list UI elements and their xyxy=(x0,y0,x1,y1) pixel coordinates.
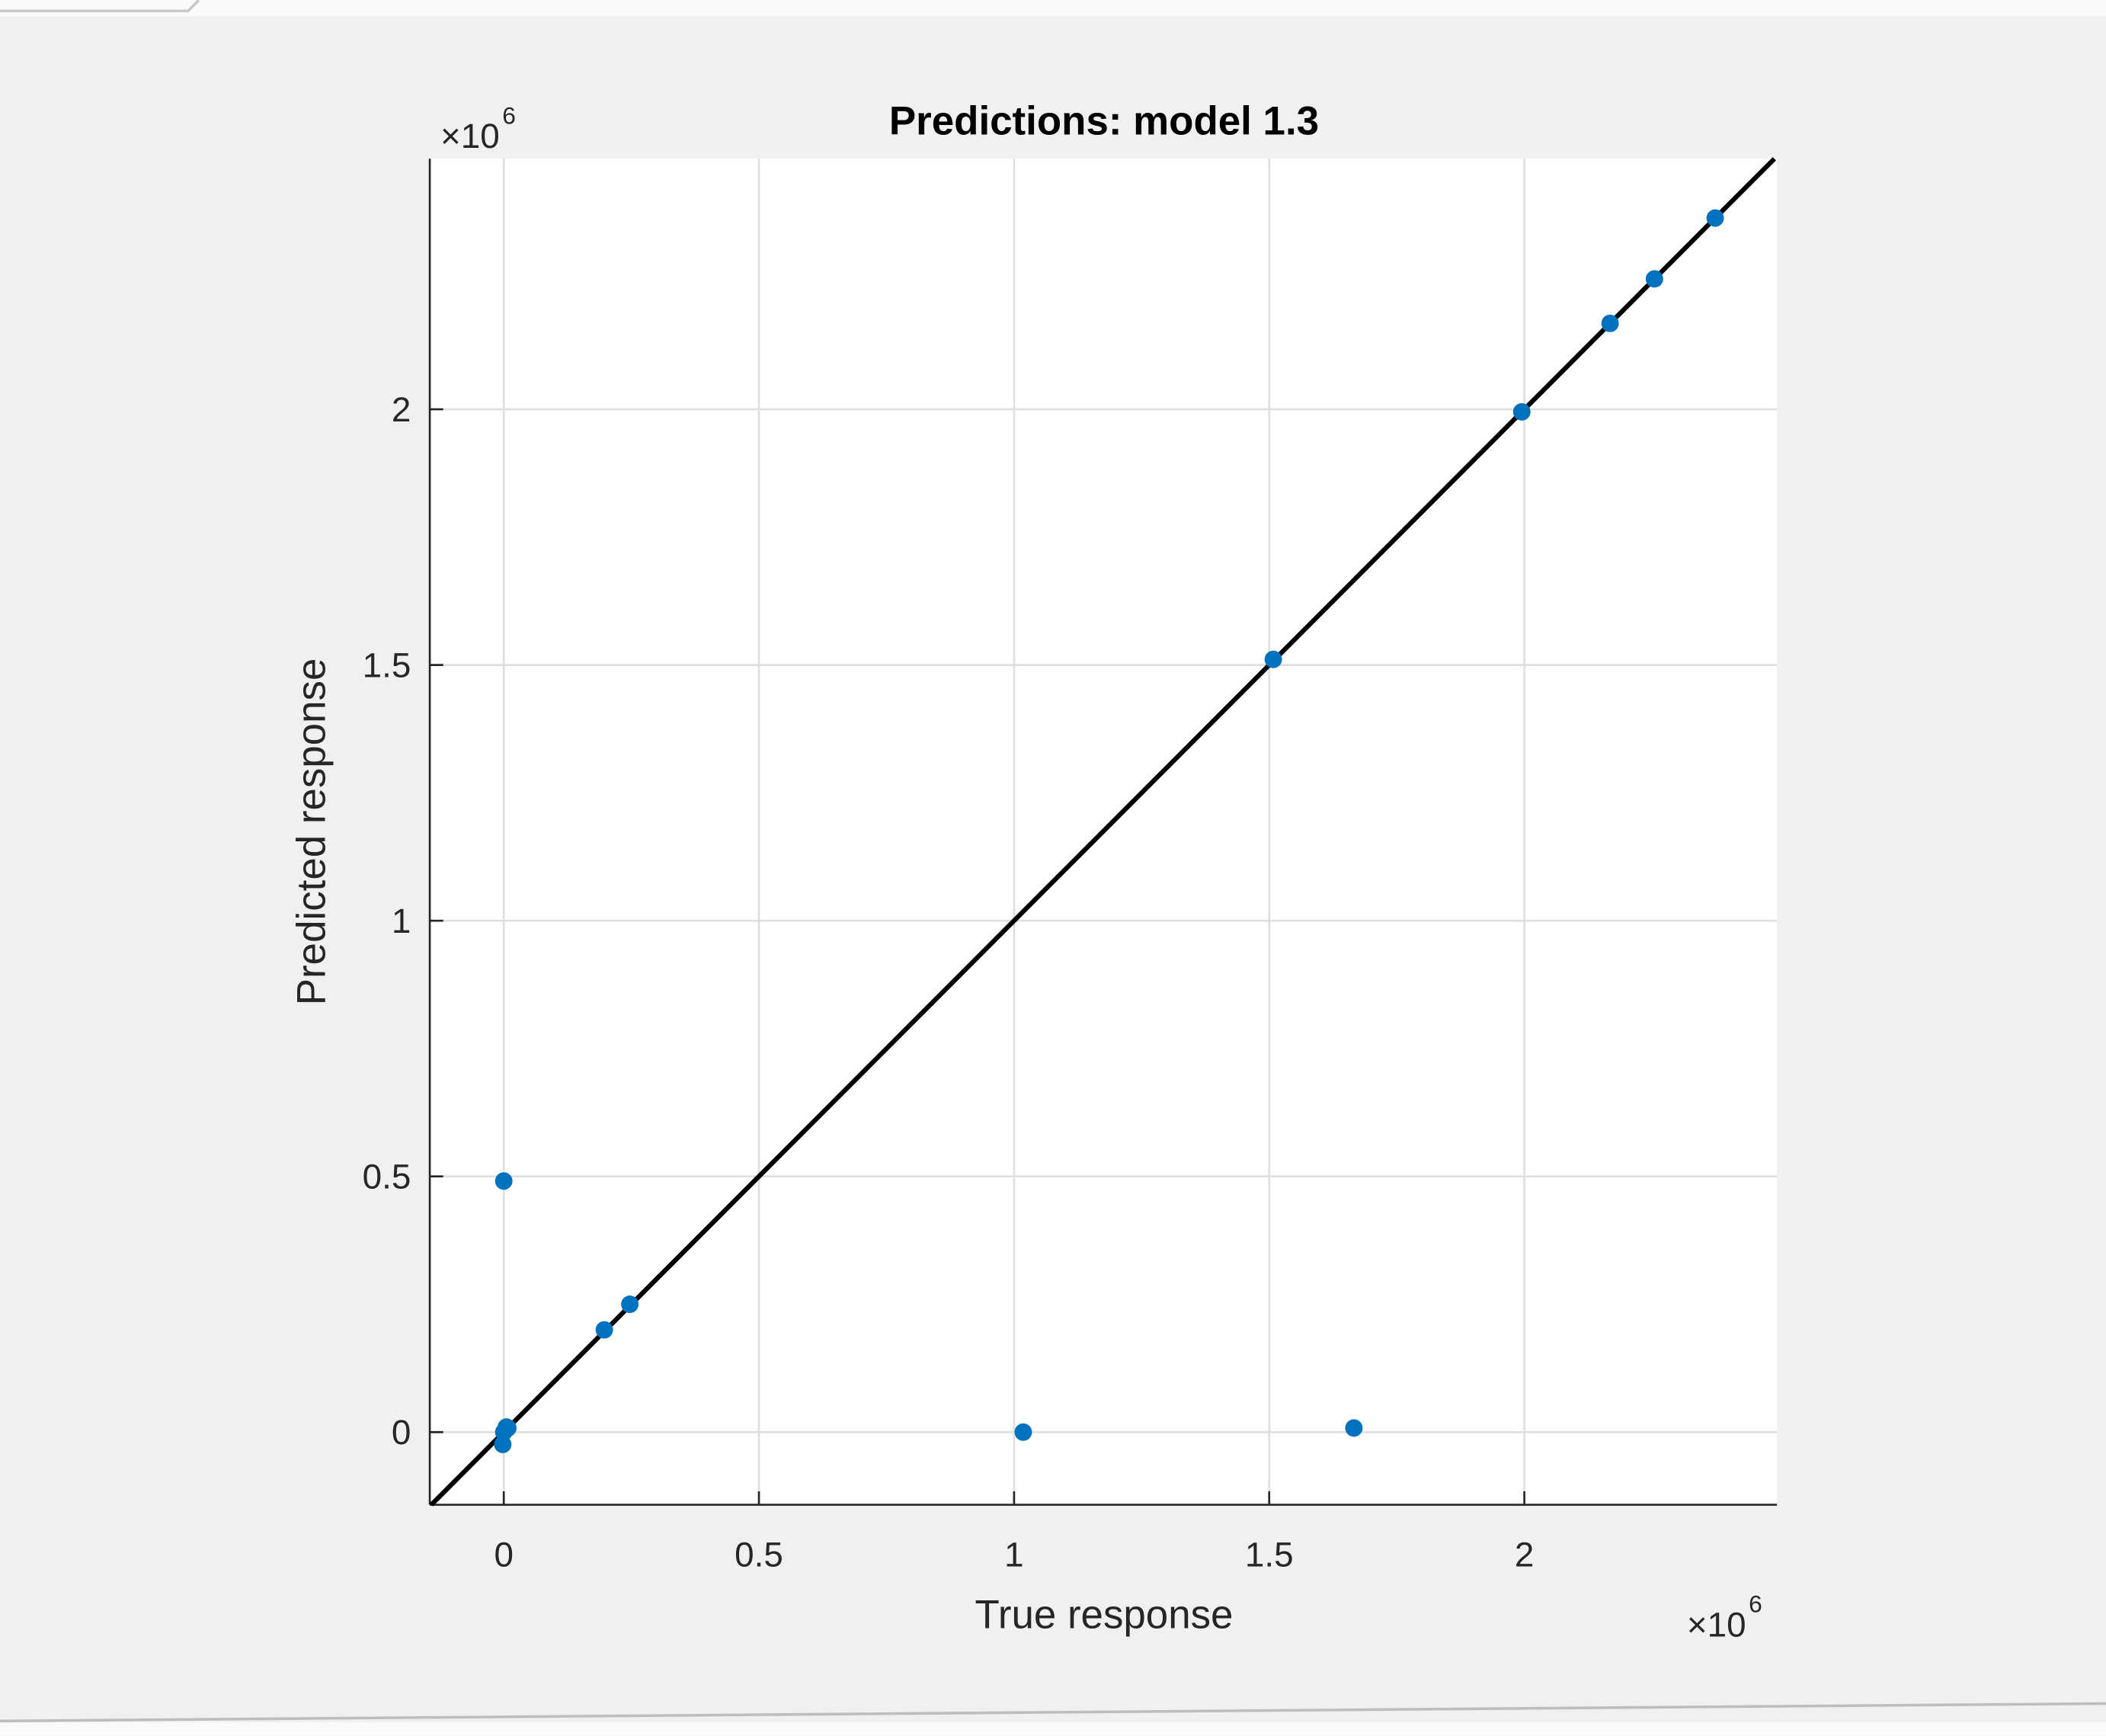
tab-edge xyxy=(0,0,200,13)
marks xyxy=(429,157,1776,1507)
x-tick-label: 1.5 xyxy=(1245,1536,1294,1574)
x-tick-label: 0 xyxy=(494,1536,514,1574)
y-tick-label: 0 xyxy=(392,1413,411,1452)
x-tick-label: 1 xyxy=(1004,1536,1024,1574)
y-tick-label: 1.5 xyxy=(363,645,411,684)
top-band xyxy=(0,0,2106,17)
data-point xyxy=(1264,650,1282,668)
x-multiplier: ×10 xyxy=(1687,1605,1746,1644)
data-point xyxy=(1645,270,1663,288)
data-point xyxy=(1601,314,1619,332)
y-tick-label: 0.5 xyxy=(363,1158,411,1196)
data-point xyxy=(499,1419,517,1437)
data-point xyxy=(1345,1419,1363,1437)
x-multiplier-exp: 6 xyxy=(1749,1590,1762,1618)
x-tick-label: 0.5 xyxy=(735,1536,783,1574)
data-point xyxy=(1512,402,1531,421)
y-tick-label: 2 xyxy=(392,390,411,429)
x-axis-label: True response xyxy=(975,1593,1234,1638)
reference-line xyxy=(429,157,1776,1507)
y-tick-label: 1 xyxy=(392,902,411,940)
bottom-edge xyxy=(0,1702,2106,1723)
data-point xyxy=(1706,209,1724,227)
y-multiplier-exp: 6 xyxy=(502,101,516,129)
grid: 0 0.5 1 1.5 2 0 0.5 1 1.5 2 xyxy=(363,159,1778,1574)
data-point xyxy=(494,1172,513,1190)
chart-title: Predictions: model 1.3 xyxy=(889,99,1319,144)
bottom-band xyxy=(0,1722,2106,1736)
data-point xyxy=(595,1321,613,1339)
data-point xyxy=(1014,1423,1032,1441)
y-multiplier: ×10 xyxy=(440,117,500,155)
data-point xyxy=(621,1296,639,1313)
data-point xyxy=(494,1435,512,1453)
x-tick-label: 2 xyxy=(1515,1536,1534,1574)
y-axis-label: Predicted response xyxy=(290,658,334,1006)
